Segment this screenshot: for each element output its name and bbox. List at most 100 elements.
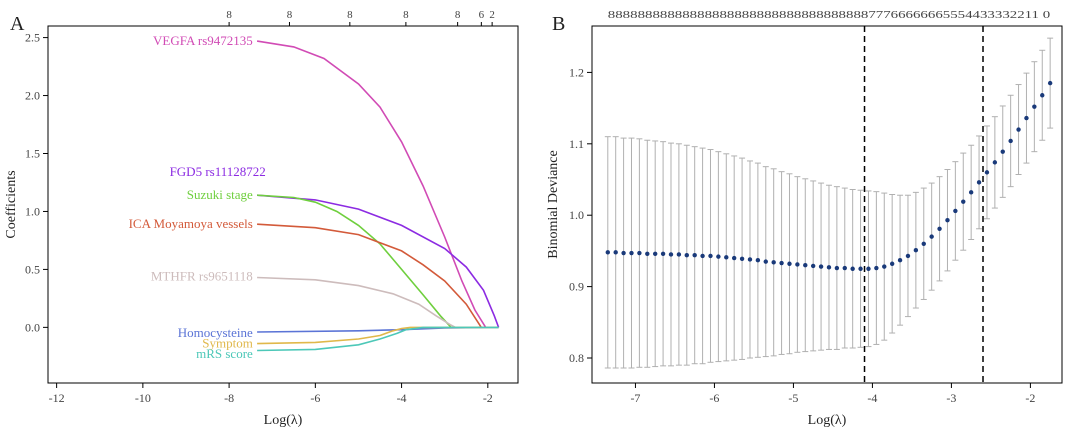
x-tick-label: -12 — [49, 391, 65, 405]
panel-a-x-axis-label: Log(λ) — [264, 413, 303, 428]
panel-a-plot-frame — [47, 25, 519, 384]
y-tick-label: 1.0 — [25, 204, 40, 218]
series-label: mRS score — [196, 346, 253, 361]
series-label: VEGFA rs9472135 — [153, 33, 253, 48]
x-tick-label: -4 — [867, 391, 877, 405]
data-point — [953, 208, 958, 214]
data-point — [992, 160, 998, 165]
data-point — [937, 226, 942, 231]
panel-a-letter: A — [10, 13, 25, 35]
data-point — [739, 256, 745, 261]
data-point — [668, 252, 674, 257]
panel-b-top-axis-counts: 8888888888888888888888888888888888877766… — [608, 9, 1051, 21]
data-point — [652, 251, 658, 256]
y-tick-label: 0.0 — [25, 320, 40, 334]
series-label: ICA Moyamoya vessels — [129, 216, 253, 231]
data-point — [905, 253, 911, 259]
series-line — [257, 194, 452, 328]
panel-b-plot-frame — [591, 25, 1063, 384]
data-point — [700, 253, 705, 259]
y-tick-label: 1.2 — [569, 65, 584, 79]
data-point — [945, 218, 950, 223]
data-point — [984, 170, 990, 175]
data-point — [858, 266, 863, 271]
data-point — [629, 250, 634, 256]
y-tick-label: 0.9 — [569, 280, 584, 294]
data-point — [779, 260, 784, 266]
data-point — [874, 265, 879, 271]
series-label: MTHFR rs9651118 — [151, 268, 253, 283]
data-point — [882, 264, 887, 269]
data-point — [613, 250, 618, 255]
top-tick-label: 8 — [226, 9, 232, 21]
panel-b-x-axis-label: Log(λ) — [808, 413, 847, 428]
panel-a-y-axis-label: Coefficients — [4, 170, 19, 238]
data-point — [897, 257, 903, 263]
x-tick-label: -5 — [788, 391, 798, 405]
series-line — [257, 194, 500, 328]
data-point — [747, 257, 753, 262]
data-point — [803, 262, 808, 268]
top-tick-label: 8 — [455, 9, 461, 21]
x-tick-label: -2 — [1025, 391, 1035, 405]
data-point — [605, 250, 610, 255]
data-point — [1016, 127, 1021, 132]
data-point — [968, 190, 974, 195]
data-point — [826, 265, 832, 270]
data-point — [866, 266, 871, 271]
y-tick-label: 2.5 — [25, 31, 40, 45]
data-point — [1024, 115, 1029, 121]
panel-b-letter: B — [552, 13, 565, 35]
x-tick-label: -4 — [397, 391, 407, 405]
data-point — [763, 259, 768, 264]
x-tick-label: -6 — [709, 391, 719, 405]
series-label: Symptom — [202, 336, 253, 351]
data-point — [913, 247, 919, 253]
x-tick-label: -10 — [135, 391, 151, 405]
data-point — [1000, 149, 1005, 154]
top-tick-label: 8 — [403, 9, 409, 21]
panel-b-chart: 8888888888888888888888888888888888877766… — [546, 9, 1063, 428]
data-point — [929, 234, 934, 239]
data-point — [850, 266, 855, 271]
data-point — [1047, 80, 1053, 86]
top-tick-label: 8 — [347, 9, 353, 21]
series-line — [257, 326, 499, 352]
y-tick-label: 2.0 — [25, 89, 40, 103]
x-tick-label: -2 — [483, 391, 493, 405]
data-point — [976, 180, 982, 185]
x-tick-label: -8 — [224, 391, 234, 405]
data-point — [1008, 138, 1013, 144]
data-point — [889, 261, 895, 266]
series-line — [256, 40, 487, 328]
data-point — [692, 252, 697, 258]
x-tick-label: -6 — [310, 391, 320, 405]
y-tick-label: 1.5 — [25, 147, 40, 161]
data-point — [724, 255, 729, 260]
top-tick-label: 8 — [287, 9, 293, 21]
data-point — [731, 255, 737, 261]
data-point — [621, 250, 626, 256]
data-point — [645, 251, 650, 256]
data-point — [810, 263, 816, 269]
series-line — [257, 223, 482, 328]
data-point — [1040, 93, 1045, 98]
data-point — [795, 262, 800, 267]
y-tick-label: 1.0 — [569, 208, 584, 222]
data-point — [708, 253, 713, 259]
series-label: FGD5 rs11128722 — [170, 164, 266, 179]
data-point — [921, 241, 926, 246]
panel-a-chart: Log(λ) Coefficients -12 -10 -8 -6 -4 -2 0.0 0.5… — [4, 9, 519, 428]
y-tick-label: 0.8 — [569, 351, 584, 365]
data-point — [676, 252, 682, 257]
data-point — [660, 251, 666, 256]
data-point — [842, 265, 847, 271]
top-tick-label: 6 — [479, 9, 485, 21]
y-tick-label: 1.1 — [569, 137, 584, 151]
data-point — [716, 254, 721, 259]
data-point — [1032, 104, 1037, 109]
series-line — [257, 276, 456, 329]
data-point — [787, 261, 792, 266]
data-point — [818, 264, 824, 269]
